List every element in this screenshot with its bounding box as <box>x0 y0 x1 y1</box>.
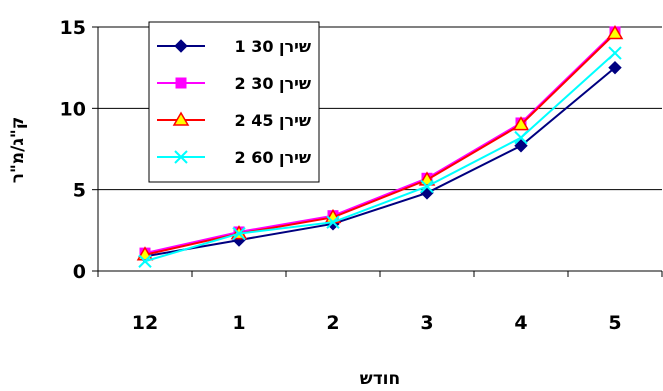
legend-label: 1 30 שירן <box>234 37 311 56</box>
x-stroke <box>514 130 528 145</box>
data-point <box>514 139 528 153</box>
x-tick-label: 3 <box>420 312 433 334</box>
series-line <box>144 52 616 263</box>
series-line <box>144 32 616 256</box>
data-point <box>512 116 530 131</box>
x-tick-label: 5 <box>608 312 621 334</box>
x-axis-label: חודש <box>360 369 400 389</box>
data-point <box>608 60 622 75</box>
legend-item: 2 30 שירן <box>157 74 311 93</box>
legend: 1 30 שירן 2 30 שירן 2 45 שירן 2 60 שירן <box>148 21 320 183</box>
data-point <box>232 226 246 241</box>
y-tick-label: 10 <box>60 98 86 120</box>
data-point <box>420 179 434 194</box>
data-point <box>514 130 528 145</box>
data-point <box>138 254 152 268</box>
legend-label: 2 30 שירן <box>234 74 311 93</box>
x-tick-label: 4 <box>514 312 527 334</box>
y-tick-labels: 0 5 10 15 <box>60 17 86 283</box>
y-tick-label: 5 <box>73 180 86 202</box>
y-tick-label: 15 <box>60 17 86 39</box>
data-point <box>606 25 624 40</box>
legend-item: 2 60 שירן <box>157 148 311 167</box>
x-stroke <box>232 226 246 241</box>
y-axis-label: ק"ג/מ"ר <box>8 117 28 184</box>
x-tick-label: 1 <box>232 312 245 334</box>
axes <box>97 27 662 272</box>
x-stroke <box>138 254 152 268</box>
x-stroke <box>174 150 188 164</box>
x-stroke <box>608 46 622 60</box>
legend-marker <box>174 150 188 164</box>
series-4 <box>138 46 622 268</box>
x-stroke <box>326 215 340 229</box>
y-tick-label: 0 <box>73 261 86 283</box>
series-group <box>136 25 624 268</box>
data-point <box>608 46 622 60</box>
series-line <box>144 66 616 258</box>
legend-marker <box>175 77 187 89</box>
legend-label: 2 60 שירן <box>234 148 311 167</box>
legend-item: 1 30 שירן <box>157 37 311 56</box>
x-tick-labels: 12 1 2 3 4 5 <box>132 312 622 334</box>
legend-item: 2 45 שירן <box>157 111 311 130</box>
x-tick-label: 12 <box>132 312 158 334</box>
x-tick-label: 2 <box>326 312 339 334</box>
legend-marker <box>174 39 188 53</box>
data-point <box>326 215 340 229</box>
series-line <box>144 31 616 255</box>
legend-label: 2 45 שירן <box>234 111 311 130</box>
x-stroke <box>420 179 434 194</box>
legend-marker <box>172 111 190 126</box>
